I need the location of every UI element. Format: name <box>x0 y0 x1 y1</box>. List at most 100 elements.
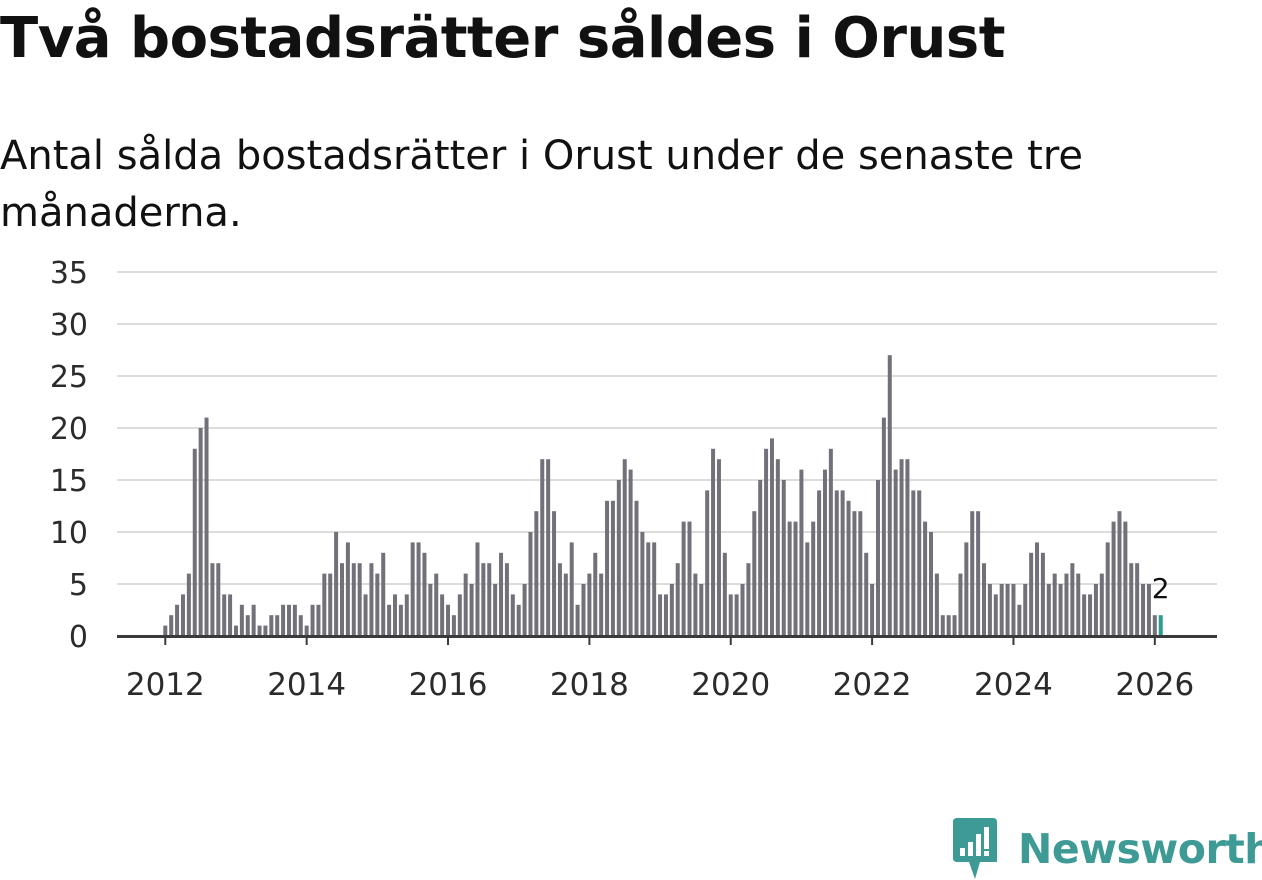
bar <box>263 625 268 636</box>
bar <box>557 563 562 636</box>
bar <box>599 573 604 636</box>
bar <box>705 490 710 636</box>
bar <box>510 594 515 636</box>
bar <box>251 604 256 636</box>
bar <box>281 604 286 636</box>
bar <box>929 532 933 636</box>
bar <box>286 604 291 636</box>
bar <box>310 604 315 636</box>
bar <box>999 584 1004 636</box>
bar <box>469 584 474 636</box>
bar <box>1158 615 1163 636</box>
bar <box>198 428 203 636</box>
bar <box>740 584 745 636</box>
bar <box>1111 521 1116 636</box>
bar <box>846 500 851 636</box>
bar <box>1040 552 1045 636</box>
bar <box>952 615 957 636</box>
bar <box>369 563 374 636</box>
bar <box>711 448 716 636</box>
bar <box>316 604 321 636</box>
bar-series <box>163 355 1163 636</box>
bar <box>923 521 928 636</box>
bar <box>716 459 721 636</box>
bar <box>228 594 233 636</box>
x-tick-label: 2020 <box>691 667 770 703</box>
bar <box>569 542 574 636</box>
bar <box>257 625 262 636</box>
y-tick-label: 10 <box>50 516 88 551</box>
bar <box>658 594 663 636</box>
newsworthy-logo-icon <box>953 818 997 879</box>
bar <box>292 604 297 636</box>
bar <box>1099 573 1104 636</box>
y-tick-label: 20 <box>50 412 88 447</box>
bar <box>493 584 498 636</box>
bar <box>552 511 557 636</box>
bar <box>758 480 763 636</box>
gridlines <box>117 271 1217 585</box>
bar <box>593 552 598 636</box>
bar <box>1017 604 1022 636</box>
bar <box>1052 573 1057 636</box>
bar <box>917 490 922 636</box>
bar <box>204 417 209 636</box>
bar <box>481 563 486 636</box>
bar <box>351 563 356 636</box>
bar <box>222 594 227 636</box>
y-tick-label: 15 <box>50 464 88 499</box>
x-tick-label: 2018 <box>550 667 629 703</box>
bar <box>446 604 451 636</box>
bar <box>357 563 362 636</box>
bar <box>233 625 238 636</box>
bar <box>1093 584 1098 636</box>
bar <box>817 490 822 636</box>
bar <box>1135 563 1140 636</box>
bar <box>811 521 816 636</box>
bar <box>363 594 368 636</box>
bar <box>1117 511 1122 636</box>
chart-subtitle: Antal sålda bostadsrätter i Orust under … <box>0 133 1083 236</box>
bar <box>180 594 185 636</box>
bar <box>1064 573 1069 636</box>
bar <box>1152 615 1157 636</box>
bar <box>905 459 910 636</box>
newsworthy-logo-text: Newsworthy <box>1018 825 1262 873</box>
bar <box>940 615 945 636</box>
bar <box>216 563 221 636</box>
bar <box>275 615 280 636</box>
bar <box>1058 584 1063 636</box>
bar <box>163 625 168 636</box>
bar <box>828 448 833 636</box>
bar <box>487 563 492 636</box>
bar <box>210 563 215 636</box>
bar <box>752 511 757 636</box>
bar <box>304 625 309 636</box>
chart-title: Två bostadsrätter såldes i Orust <box>0 6 1006 71</box>
bar <box>640 532 645 636</box>
bar <box>669 584 674 636</box>
bar <box>610 500 615 636</box>
bar <box>410 542 415 636</box>
bar <box>563 573 568 636</box>
bar <box>934 573 939 636</box>
bar <box>1005 584 1010 636</box>
bar <box>269 615 274 636</box>
y-tick-label: 25 <box>50 360 88 395</box>
bar <box>393 594 398 636</box>
bar <box>858 511 863 636</box>
bar <box>881 417 886 636</box>
bar <box>540 459 545 636</box>
bar <box>239 604 244 636</box>
bar <box>728 594 733 636</box>
bar <box>787 521 792 636</box>
bar <box>634 500 639 636</box>
bar <box>334 532 339 636</box>
bar <box>1105 542 1110 636</box>
bar <box>646 542 651 636</box>
bar <box>605 500 610 636</box>
bar <box>864 552 869 636</box>
bar <box>416 542 421 636</box>
bar <box>245 615 250 636</box>
bar <box>499 552 504 636</box>
